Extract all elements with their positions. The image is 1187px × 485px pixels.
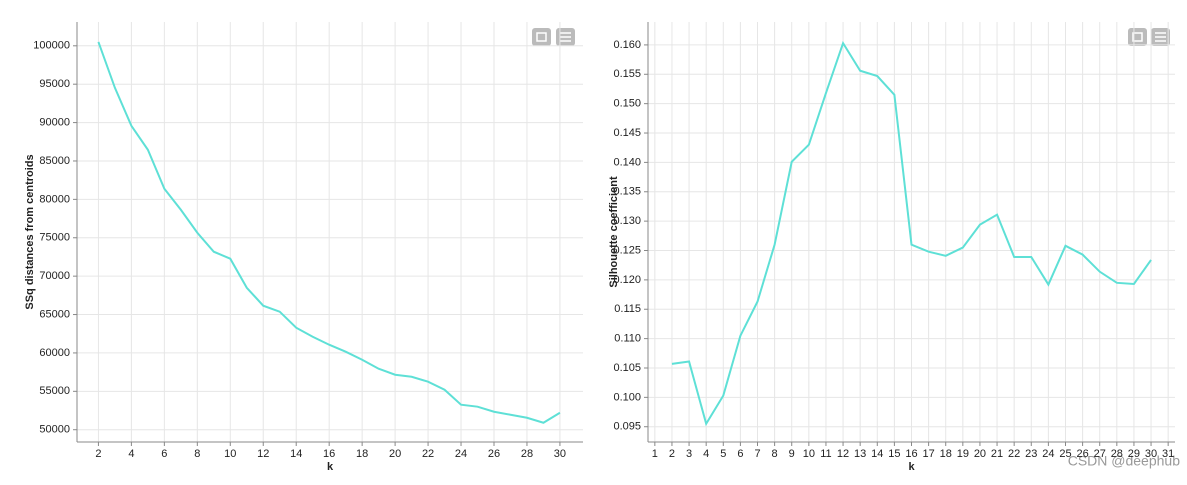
y-tick-label: 60000 — [39, 347, 70, 359]
x-tick-label: 28 — [1111, 448, 1123, 460]
x-tick-label: 17 — [922, 448, 934, 460]
x-axis-title: k — [908, 461, 915, 473]
x-tick-label: 12 — [257, 448, 269, 460]
y-tick-label: 0.135 — [613, 186, 641, 198]
y-tick-label: 75000 — [39, 232, 70, 244]
data-line — [97, 41, 561, 424]
icon — [560, 32, 1166, 42]
x-tick-label: 6 — [161, 448, 167, 460]
x-tick-label: 18 — [356, 448, 368, 460]
y-tick-label: 50000 — [39, 424, 70, 436]
y-tick-label: 0.125 — [613, 244, 641, 256]
x-tick-label: 19 — [957, 448, 969, 460]
x-tick-label: 24 — [1042, 448, 1054, 460]
x-tick-label: 22 — [422, 448, 434, 460]
x-tick-label: 10 — [803, 448, 815, 460]
y-tick-label: 0.105 — [613, 362, 641, 374]
x-tick-label: 30 — [554, 448, 566, 460]
y-tick-label: 70000 — [39, 270, 70, 282]
x-tick-label: 23 — [1025, 448, 1037, 460]
y-axis-title: SSq distances from centroids — [24, 154, 36, 309]
x-tick-label: 11 — [820, 448, 831, 460]
x-tick-label: 14 — [290, 448, 302, 460]
x-tick-label: 28 — [521, 448, 533, 460]
x-tick-label: 2 — [95, 448, 101, 460]
icon — [536, 32, 1143, 42]
y-tick-label: 90000 — [39, 116, 70, 128]
x-tick-label: 8 — [194, 448, 200, 460]
x-tick-label: 30 — [1145, 448, 1157, 460]
data-line — [671, 40, 1152, 427]
y-tick-label: 100000 — [33, 40, 70, 52]
y-tick-label: 0.100 — [613, 391, 641, 403]
y-tick-label: 0.095 — [613, 421, 641, 433]
x-tick-label: 13 — [854, 448, 866, 460]
x-tick-label: 5 — [720, 448, 726, 460]
y-tick-label: 0.130 — [613, 215, 641, 227]
x-axis-title: k — [327, 461, 334, 473]
x-tick-label: 18 — [940, 448, 952, 460]
x-tick-label: 7 — [754, 448, 760, 460]
x-tick-label: 24 — [455, 448, 467, 460]
x-tick-label: 26 — [1076, 448, 1088, 460]
x-tick-label: 22 — [1008, 448, 1020, 460]
y-tick-label: 0.150 — [613, 98, 641, 110]
x-tick-label: 8 — [772, 448, 778, 460]
fullscreen-button[interactable] — [532, 28, 551, 46]
x-tick-label: 25 — [1059, 448, 1071, 460]
x-tick-label: 9 — [789, 448, 795, 460]
y-axis-title: Silhouette coefficient — [608, 176, 620, 288]
x-tick-label: 20 — [389, 448, 401, 460]
x-tick-label: 26 — [488, 448, 500, 460]
y-tick-label: 85000 — [39, 155, 70, 167]
y-tick-label: 0.160 — [613, 39, 641, 51]
x-tick-label: 3 — [686, 448, 692, 460]
x-tick-label: 2 — [669, 448, 675, 460]
x-tick-label: 29 — [1128, 448, 1140, 460]
y-tick-label: 0.155 — [613, 68, 641, 80]
toolbar — [532, 28, 1170, 46]
x-tick-label: 15 — [888, 448, 900, 460]
x-tick-label: 14 — [871, 448, 883, 460]
x-tick-label: 10 — [224, 448, 236, 460]
x-tick-label: 16 — [905, 448, 917, 460]
x-tick-label: 21 — [991, 448, 1003, 460]
y-tick-label: 0.145 — [613, 127, 641, 139]
x-tick-label: 27 — [1094, 448, 1106, 460]
y-tick-label: 80000 — [39, 193, 70, 205]
watermark: CSDN @deephub — [1068, 453, 1180, 469]
y-tick-label: 0.120 — [613, 274, 641, 286]
y-tick-label: 55000 — [39, 385, 70, 397]
x-tick-label: 6 — [737, 448, 743, 460]
fullscreen-button[interactable] — [1128, 28, 1147, 46]
x-tick-label: 20 — [974, 448, 986, 460]
x-tick-label: 4 — [703, 448, 709, 460]
y-tick-label: 95000 — [39, 78, 70, 90]
y-tick-label: 65000 — [39, 308, 70, 320]
x-tick-label: 16 — [323, 448, 335, 460]
x-tick-label: 1 — [652, 448, 658, 460]
y-tick-label: 0.140 — [613, 156, 641, 168]
y-tick-label: 0.110 — [614, 333, 641, 345]
x-tick-label: 31 — [1162, 448, 1174, 460]
y-tick-label: 0.115 — [614, 303, 641, 315]
x-tick-label: 4 — [128, 448, 134, 460]
x-tick-label: 12 — [837, 448, 849, 460]
